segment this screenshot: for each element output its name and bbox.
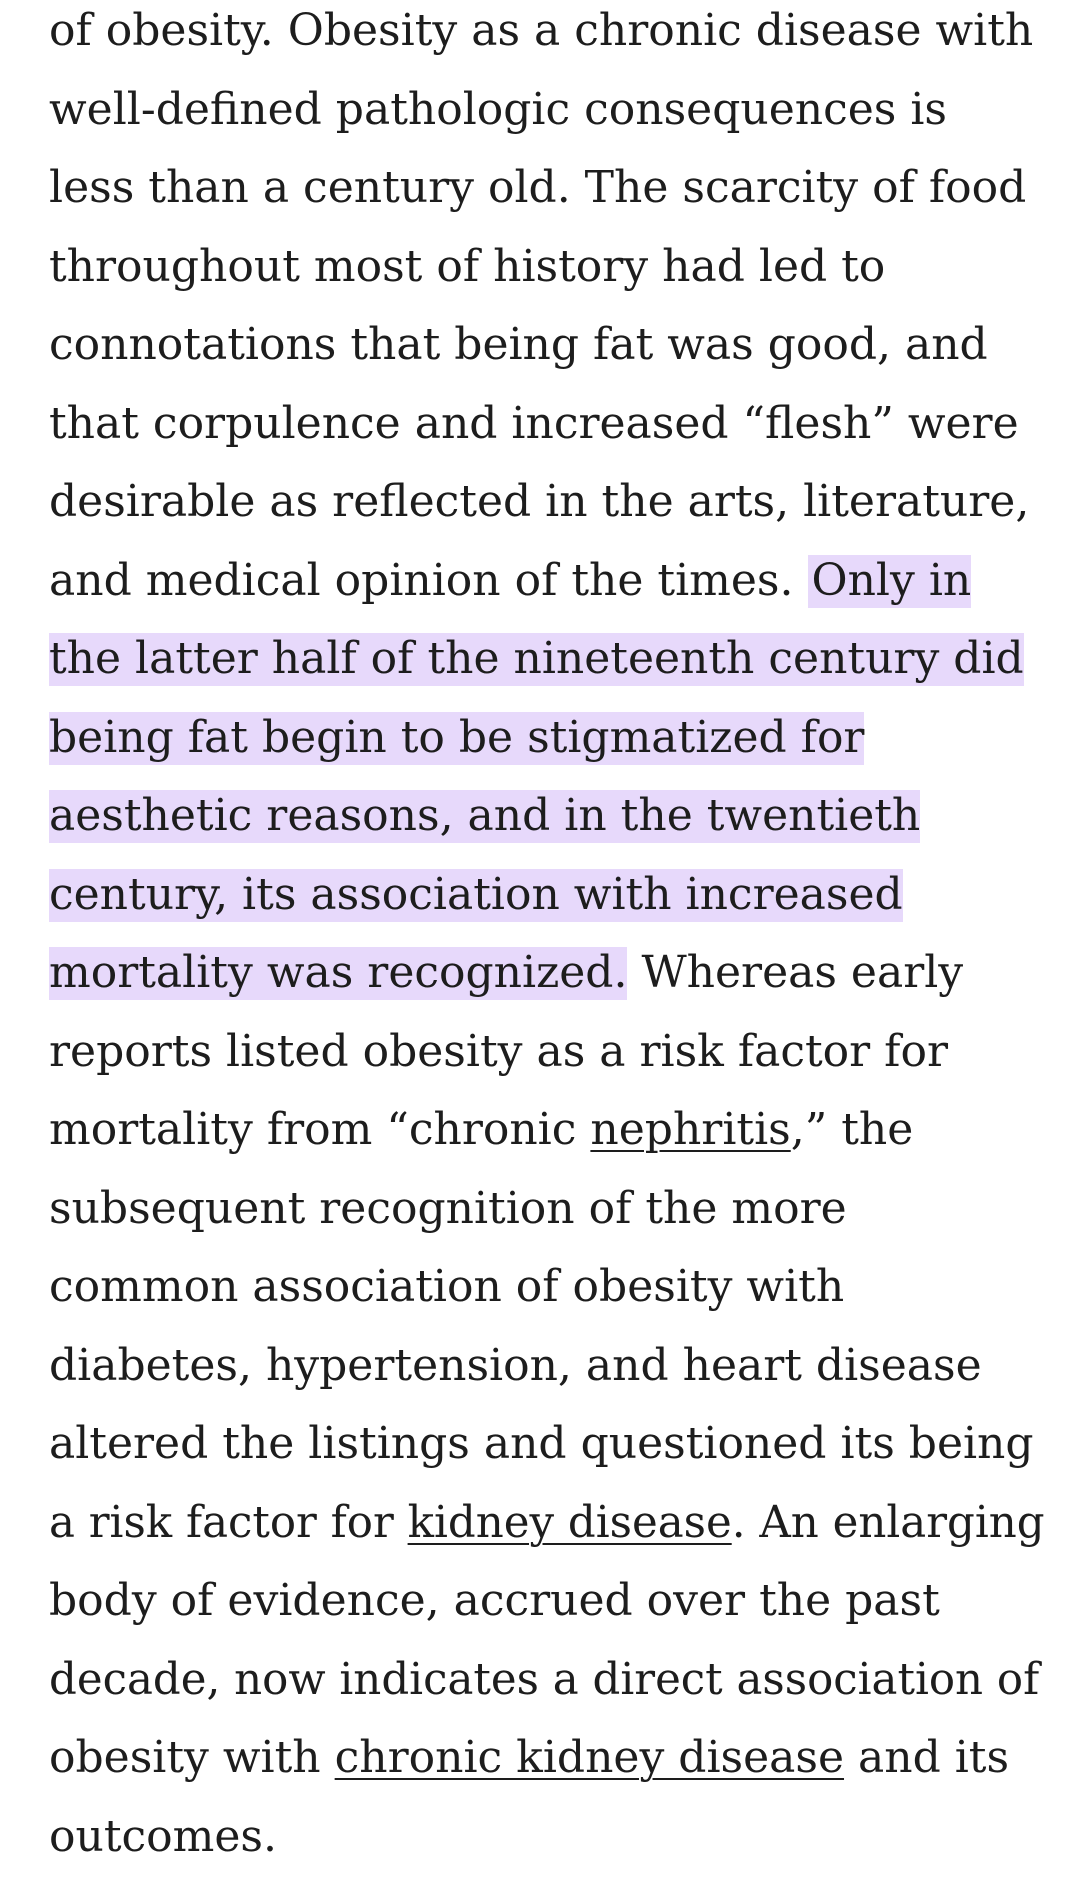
text-segment: ,” the [791,1104,914,1155]
text-line: outcomes. [49,1806,1049,1884]
text-segment: obesity with [49,1732,321,1783]
text-line: common association of obesity with [49,1256,1049,1335]
highlighted-text[interactable]: being fat begin to be stigmatized for [49,712,864,765]
text-line: obesity with chronic kidney disease and … [49,1727,1049,1806]
text-line: mortality was recognized. Whereas early [49,942,1049,1021]
text-line: subsequent recognition of the more [49,1178,1049,1257]
text-line: that corpulence and increased “flesh” we… [49,393,1049,472]
text-segment: . An enlarging [732,1498,1045,1548]
text-line: of obesity. Obesity as a chronic disease… [49,0,1049,79]
highlighted-line: the latter half of the nineteenth centur… [49,628,1049,707]
highlighted-text[interactable]: the latter half of the nineteenth centur… [49,633,1024,686]
text-line: a risk factor for kidney disease. An enl… [49,1492,1049,1571]
text-line: connotations that being fat was good, an… [49,314,1049,393]
text-line: decade, now indicates a direct associati… [49,1649,1049,1728]
text-line: desirable as reflected in the arts, lite… [49,471,1049,550]
text-line: altered the listings and questioned its … [49,1413,1049,1492]
highlighted-text[interactable]: century, its association with increased [49,869,903,922]
text-line: less than a century old. The scarcity of… [49,157,1049,236]
kidney-disease-link[interactable]: kidney disease [408,1498,732,1548]
chronic-kidney-disease-link[interactable]: chronic kidney disease [335,1732,844,1783]
text-line: diabetes, hypertension, and heart diseas… [49,1335,1049,1414]
text-segment: mortality from “chronic [49,1104,576,1155]
highlighted-text[interactable]: aesthetic reasons, and in the twentieth [49,790,920,843]
highlighted-text[interactable]: mortality was recognized. [49,947,627,1000]
highlighted-line: being fat begin to be stigmatized for [49,707,1049,786]
text-line: throughout most of history had led to [49,236,1049,315]
text-segment: and its [858,1732,1009,1783]
highlighted-text[interactable]: Only in [808,555,972,608]
text-segment: and medical opinion of the times. [49,555,794,606]
nephritis-link[interactable]: nephritis [590,1104,790,1155]
text-segment: Whereas early [641,947,963,998]
text-line: mortality from “chronic nephritis,” the [49,1099,1049,1178]
article-paragraph: of obesity. Obesity as a chronic disease… [49,0,1049,1884]
highlighted-line: aesthetic reasons, and in the twentieth [49,785,1049,864]
text-line: body of evidence, accrued over the past [49,1570,1049,1649]
highlighted-line: century, its association with increased [49,864,1049,943]
text-line: well-defined pathologic consequences is [49,79,1049,158]
text-line: and medical opinion of the times. Only i… [49,550,1049,629]
text-segment: a risk factor for [49,1498,394,1548]
text-line: reports listed obesity as a risk factor … [49,1021,1049,1100]
